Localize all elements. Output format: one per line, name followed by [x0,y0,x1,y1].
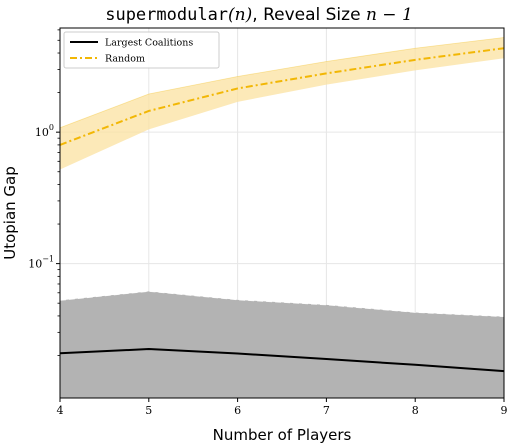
title-rest: , Reveal Size [252,5,366,25]
series-lines [59,47,505,373]
y-tick-exponent: −1 [42,255,54,264]
bands [59,37,505,398]
legend-label-random: Random [105,54,145,65]
x-axis-label: Number of Players [213,426,352,444]
y-tick-label: 10−1 [28,255,54,271]
x-tick-label: 5 [145,404,152,417]
legend-label-largest-coalitions: Largest Coalitions [105,38,193,49]
chart-title: supermodular(n), Reveal Size n − 1 [105,5,413,25]
x-tick-label: 4 [57,404,64,417]
y-tick-base: 10 [35,126,49,139]
plot-frame [59,27,505,399]
legend: Largest Coalitions Random [63,31,220,69]
x-tick-label: 8 [412,404,419,417]
title-arg: (n) [228,5,252,25]
x-tick-label: 9 [501,404,508,417]
y-tick-exponent: 0 [49,123,54,132]
line-random [59,47,505,146]
x-tick-label: 7 [323,404,330,417]
x-ticks: 4 5 6 7 8 9 [57,398,508,417]
band-random [60,37,504,170]
y-axis-label: Utopian Gap [1,166,19,260]
y-tick-base: 10 [28,258,42,271]
band-edge-largest-coalitions [59,290,505,318]
band-edge-random [59,37,505,129]
y-tick-label: 100 [35,123,54,139]
title-func: supermodular [105,5,228,25]
x-tick-label: 6 [234,404,241,417]
title-expr: n − 1 [366,5,413,25]
band-largest-coalitions [60,291,504,398]
legend-box [63,31,220,69]
line-largest-coalitions [59,348,505,373]
